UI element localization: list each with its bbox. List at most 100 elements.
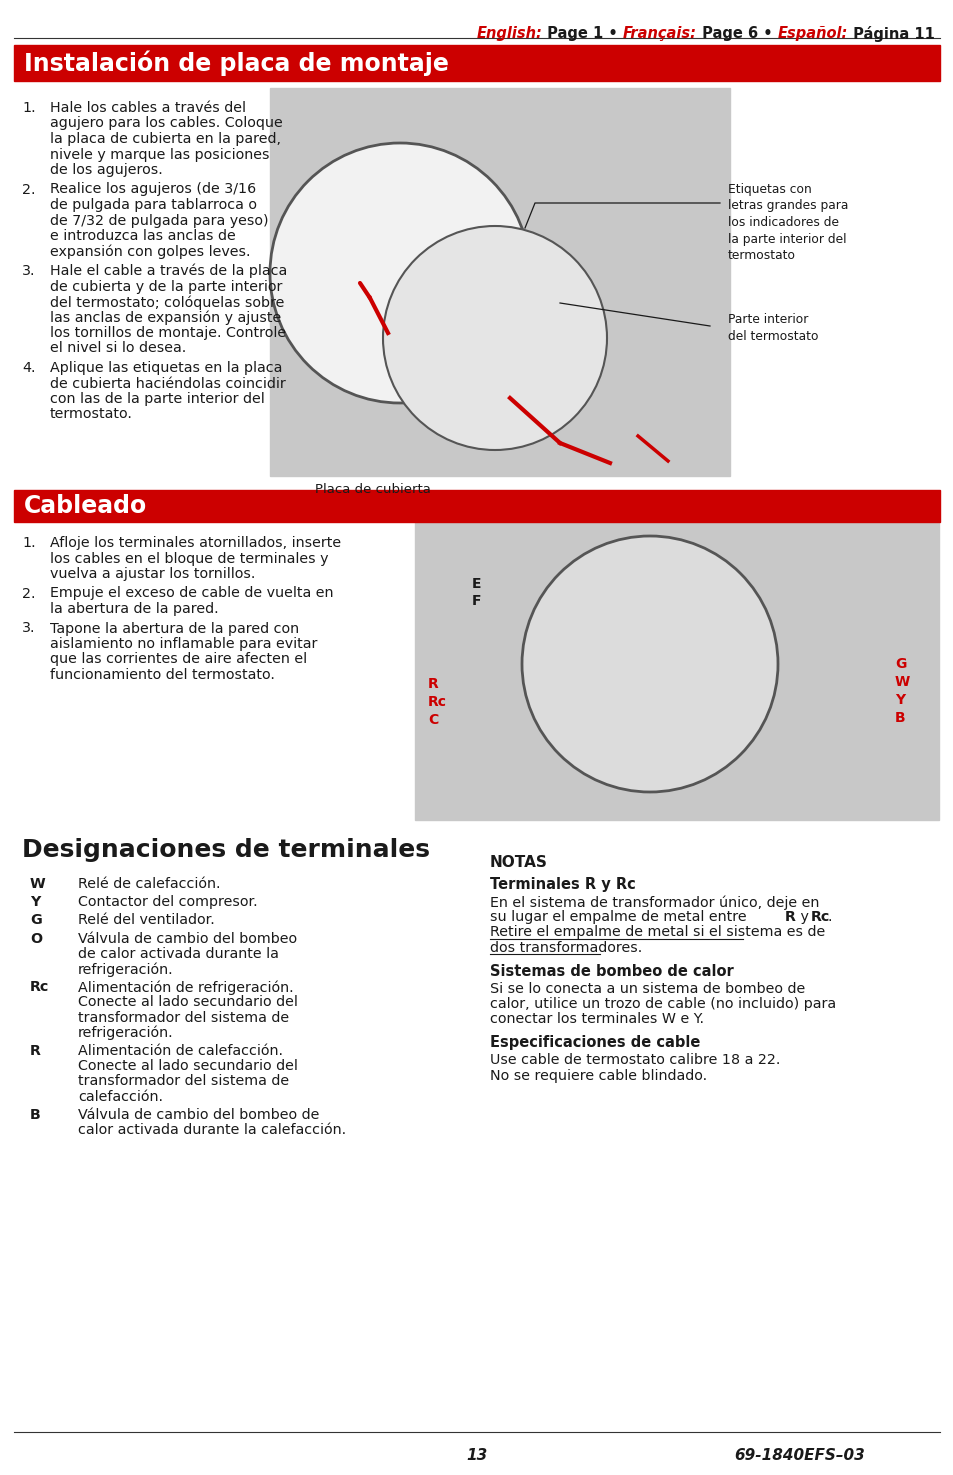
Text: Page 6 •: Page 6 •	[697, 27, 777, 41]
Text: Empuje el exceso de cable de vuelta en: Empuje el exceso de cable de vuelta en	[50, 587, 334, 600]
Text: que las corrientes de aire afecten el: que las corrientes de aire afecten el	[50, 652, 307, 667]
Text: calor activada durante la calefacción.: calor activada durante la calefacción.	[78, 1122, 346, 1137]
Text: de cubierta haciéndolas coincidir: de cubierta haciéndolas coincidir	[50, 376, 286, 391]
Text: Use cable de termostato calibre 18 a 22.: Use cable de termostato calibre 18 a 22.	[490, 1053, 780, 1068]
Text: Afloje los terminales atornillados, inserte: Afloje los terminales atornillados, inse…	[50, 535, 341, 550]
Text: C: C	[428, 712, 437, 727]
Text: Hale el cable a través de la placa: Hale el cable a través de la placa	[50, 264, 287, 279]
Text: refrigeración.: refrigeración.	[78, 1025, 173, 1040]
Text: los cables en el bloque de terminales y: los cables en el bloque de terminales y	[50, 552, 328, 565]
Text: funcionamiento del termostato.: funcionamiento del termostato.	[50, 668, 274, 681]
Text: los tornillos de montaje. Controle: los tornillos de montaje. Controle	[50, 326, 286, 341]
Text: Hale los cables a través del: Hale los cables a través del	[50, 100, 246, 115]
Text: y: y	[795, 910, 813, 925]
Text: 1.: 1.	[22, 535, 35, 550]
Text: de los agujeros.: de los agujeros.	[50, 164, 163, 177]
Text: el nivel si lo desea.: el nivel si lo desea.	[50, 342, 186, 355]
Text: Conecte al lado secundario del: Conecte al lado secundario del	[78, 1059, 297, 1074]
Text: agujero para los cables. Coloque: agujero para los cables. Coloque	[50, 117, 282, 130]
Text: Relé del ventilador.: Relé del ventilador.	[78, 913, 214, 928]
Text: No se requiere cable blindado.: No se requiere cable blindado.	[490, 1068, 706, 1083]
Text: Rc: Rc	[428, 695, 447, 709]
Text: B: B	[894, 711, 904, 726]
Text: vuelva a ajustar los tornillos.: vuelva a ajustar los tornillos.	[50, 566, 255, 581]
Text: Parte interior
del termostato: Parte interior del termostato	[727, 313, 818, 342]
Text: Conecte al lado secundario del: Conecte al lado secundario del	[78, 996, 297, 1009]
Text: de cubierta y de la parte interior: de cubierta y de la parte interior	[50, 279, 282, 294]
Text: English:: English:	[476, 27, 541, 41]
Text: Y: Y	[894, 693, 904, 707]
Bar	[14, 490, 939, 522]
Text: Instalación de placa de montaje: Instalación de placa de montaje	[24, 50, 449, 75]
Text: Rc: Rc	[810, 910, 829, 925]
Text: 69-1840EFS–03: 69-1840EFS–03	[734, 1448, 864, 1463]
Text: 13: 13	[466, 1448, 487, 1463]
Text: 4.: 4.	[22, 361, 35, 375]
Text: W: W	[894, 676, 909, 689]
Text: expansión con golpes leves.: expansión con golpes leves.	[50, 245, 251, 260]
Text: 1.: 1.	[22, 100, 35, 115]
Bar	[415, 502, 938, 820]
Text: B: B	[30, 1108, 41, 1122]
Text: 3.: 3.	[22, 621, 35, 636]
Text: F: F	[472, 594, 481, 608]
Text: E: E	[472, 577, 481, 591]
Text: 2.: 2.	[22, 183, 35, 196]
Text: O: O	[30, 932, 42, 945]
Text: la placa de cubierta en la pared,: la placa de cubierta en la pared,	[50, 131, 281, 146]
Text: de pulgada para tablarroca o: de pulgada para tablarroca o	[50, 198, 256, 212]
Text: conectar los terminales W e Y.: conectar los terminales W e Y.	[490, 1012, 703, 1027]
Text: calefacción.: calefacción.	[78, 1090, 163, 1103]
Text: del termostato; colóquelas sobre: del termostato; colóquelas sobre	[50, 295, 284, 310]
Text: Válvula de cambio del bombeo: Válvula de cambio del bombeo	[78, 932, 296, 945]
Text: G: G	[894, 656, 905, 671]
Text: de calor activada durante la: de calor activada durante la	[78, 947, 278, 960]
Text: R: R	[784, 910, 795, 925]
Text: R: R	[30, 1044, 41, 1058]
Text: R: R	[428, 677, 438, 690]
Text: Realice los agujeros (de 3/16: Realice los agujeros (de 3/16	[50, 183, 255, 196]
Text: Designaciones de terminales: Designaciones de terminales	[22, 838, 430, 861]
Text: Contactor del compresor.: Contactor del compresor.	[78, 895, 257, 909]
Circle shape	[270, 143, 530, 403]
Text: Retire el empalme de metal si el sistema es de: Retire el empalme de metal si el sistema…	[490, 925, 824, 940]
Text: e introduzca las anclas de: e introduzca las anclas de	[50, 229, 235, 243]
Text: Válvula de cambio del bombeo de: Válvula de cambio del bombeo de	[78, 1108, 319, 1122]
Text: nivele y marque las posiciones: nivele y marque las posiciones	[50, 148, 269, 161]
Text: refrigeración.: refrigeración.	[78, 962, 173, 976]
Text: con las de la parte interior del: con las de la parte interior del	[50, 392, 265, 406]
Bar	[14, 46, 939, 81]
Text: calor, utilice un trozo de cable (no incluido) para: calor, utilice un trozo de cable (no inc…	[490, 997, 835, 1010]
Text: G: G	[30, 913, 42, 928]
Text: aislamiento no inflamable para evitar: aislamiento no inflamable para evitar	[50, 637, 317, 650]
Text: Placa de cubierta: Placa de cubierta	[314, 482, 431, 496]
Text: Français:: Français:	[622, 27, 697, 41]
Bar	[270, 88, 729, 476]
Text: Alimentación de calefacción.: Alimentación de calefacción.	[78, 1044, 283, 1058]
Text: termostato.: termostato.	[50, 407, 132, 422]
Text: Alimentación de refrigeración.: Alimentación de refrigeración.	[78, 981, 294, 994]
Text: Relé de calefacción.: Relé de calefacción.	[78, 878, 220, 891]
Text: Tapone la abertura de la pared con: Tapone la abertura de la pared con	[50, 621, 299, 636]
Text: Si se lo conecta a un sistema de bombeo de: Si se lo conecta a un sistema de bombeo …	[490, 982, 804, 996]
Text: NOTAS: NOTAS	[490, 855, 547, 870]
Circle shape	[382, 226, 606, 450]
Text: Etiquetas con
letras grandes para
los indicadores de
la parte interior del
termo: Etiquetas con letras grandes para los in…	[727, 183, 847, 263]
Text: Español:: Español:	[777, 27, 847, 41]
Text: Y: Y	[30, 895, 40, 909]
Text: Terminales R y Rc: Terminales R y Rc	[490, 878, 635, 892]
Text: Página 11: Página 11	[847, 27, 934, 41]
Text: En el sistema de transformador único, deje en: En el sistema de transformador único, de…	[490, 895, 819, 910]
Text: de 7/32 de pulgada para yeso): de 7/32 de pulgada para yeso)	[50, 214, 269, 227]
Text: W: W	[30, 878, 46, 891]
Text: .: .	[827, 910, 832, 925]
Text: dos transformadores.: dos transformadores.	[490, 941, 641, 954]
Text: 2.: 2.	[22, 587, 35, 600]
Text: 3.: 3.	[22, 264, 35, 277]
Text: Especificaciones de cable: Especificaciones de cable	[490, 1035, 700, 1050]
Text: Page 1 •: Page 1 •	[541, 27, 622, 41]
Text: Aplique las etiquetas en la placa: Aplique las etiquetas en la placa	[50, 361, 282, 375]
Circle shape	[521, 535, 778, 792]
Text: la abertura de la pared.: la abertura de la pared.	[50, 602, 218, 617]
Text: las anclas de expansión y ajuste: las anclas de expansión y ajuste	[50, 311, 281, 324]
